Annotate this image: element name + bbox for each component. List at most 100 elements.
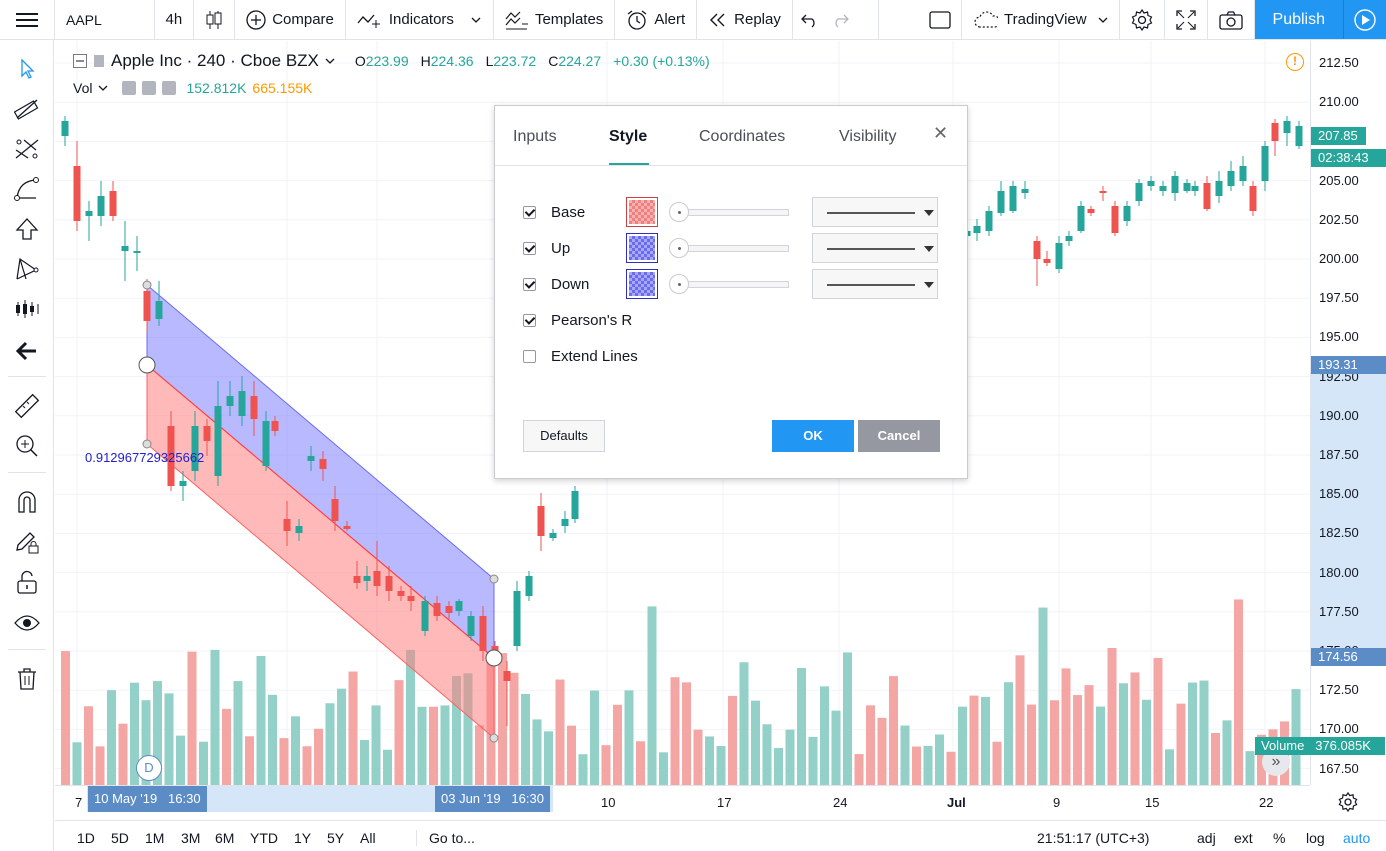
down-line-style-select[interactable]: [812, 269, 938, 299]
zoom-tool[interactable]: [12, 431, 42, 461]
vol-label[interactable]: Vol: [73, 80, 93, 96]
chart-type-button[interactable]: [194, 0, 236, 39]
ext-toggle[interactable]: ext: [1234, 830, 1253, 846]
down-opacity-slider[interactable]: [669, 274, 791, 294]
indicators-button[interactable]: Indicators: [346, 0, 494, 39]
compare-button[interactable]: Compare: [235, 0, 346, 39]
down-color-swatch[interactable]: [626, 269, 658, 299]
auto-toggle[interactable]: auto: [1343, 830, 1371, 846]
range-all[interactable]: All: [360, 830, 376, 846]
cancel-button[interactable]: Cancel: [858, 420, 940, 452]
symbol-title[interactable]: Apple Inc · 240 · Cboe BZX: [111, 51, 319, 70]
back-button[interactable]: [12, 336, 42, 366]
tab-style[interactable]: Style: [609, 128, 648, 145]
volume-bar: [406, 649, 415, 785]
volume-bar: [383, 749, 392, 785]
base-opacity-slider[interactable]: [669, 202, 791, 222]
range-3m[interactable]: 3M: [181, 830, 201, 846]
base-checkbox[interactable]: [523, 205, 536, 219]
range-5y[interactable]: 5Y: [327, 830, 345, 846]
base-color-swatch[interactable]: [626, 197, 658, 227]
shapes-tool[interactable]: [12, 174, 42, 204]
volume-bar: [1038, 607, 1048, 785]
interval-button[interactable]: 4h: [155, 0, 195, 39]
adj-toggle[interactable]: adj: [1197, 830, 1216, 846]
extend-lines-checkbox[interactable]: [523, 349, 536, 363]
percent-toggle[interactable]: %: [1273, 830, 1286, 846]
tab-coordinates[interactable]: Coordinates: [699, 128, 786, 145]
plus-circle-icon: [246, 9, 266, 30]
undo-button[interactable]: [793, 0, 827, 39]
patterns-tool[interactable]: [12, 254, 42, 284]
volume-bar: [1211, 732, 1220, 785]
gear-icon[interactable]: [142, 81, 157, 95]
measure-tool[interactable]: [12, 391, 42, 421]
down-checkbox[interactable]: [523, 277, 536, 291]
defaults-button[interactable]: Defaults: [523, 420, 605, 452]
range-1d[interactable]: 1D: [77, 830, 95, 846]
settings-button[interactable]: [1120, 0, 1165, 39]
volume-bar: [268, 694, 277, 785]
layout-button[interactable]: TradingView: [962, 0, 1120, 39]
templates-button[interactable]: Templates: [494, 0, 616, 39]
volume-bar: [440, 705, 450, 785]
range-5d[interactable]: 5D: [111, 830, 129, 846]
up-opacity-slider[interactable]: [669, 238, 791, 258]
up-checkbox[interactable]: [523, 241, 536, 255]
remove-drawings-tool[interactable]: [12, 664, 42, 694]
ok-button[interactable]: OK: [772, 420, 854, 452]
fullscreen-toggle-button[interactable]: [879, 0, 962, 39]
trend-line-tool[interactable]: [12, 94, 42, 124]
menu-button[interactable]: [0, 0, 55, 39]
fullscreen-button[interactable]: [1165, 0, 1208, 39]
play-button[interactable]: [1343, 0, 1386, 39]
snapshot-button[interactable]: [1208, 0, 1255, 39]
symbol-search[interactable]: AAPL: [55, 0, 155, 39]
lock-drawing-tool[interactable]: [12, 527, 42, 557]
base-line-style-select[interactable]: [812, 197, 938, 227]
eye-icon[interactable]: [122, 81, 137, 95]
close-icon[interactable]: ✕: [933, 123, 949, 143]
candle-body: [503, 671, 511, 681]
chevron-down-icon[interactable]: [98, 83, 108, 93]
arrow-up-icon: [15, 218, 39, 240]
alert-button[interactable]: Alert: [615, 0, 698, 39]
dividend-badge[interactable]: D: [136, 755, 162, 781]
candle-body: [373, 571, 381, 586]
candle-body: [97, 196, 105, 216]
candlestick-chart[interactable]: [55, 41, 1310, 785]
warning-icon[interactable]: !: [1286, 53, 1304, 71]
pearson-checkbox[interactable]: [523, 313, 536, 327]
tab-inputs[interactable]: Inputs: [513, 128, 557, 145]
up-line-style-select[interactable]: [812, 233, 938, 263]
tab-visibility[interactable]: Visibility: [839, 128, 897, 145]
candle-body: [479, 616, 487, 651]
close-icon[interactable]: [162, 81, 177, 95]
goto-button[interactable]: Go to...: [416, 830, 475, 846]
cursor-tool[interactable]: [12, 54, 42, 84]
lock-all-tool[interactable]: [12, 567, 42, 597]
volume-tag: Volume 376.085K: [1255, 737, 1385, 755]
redo-button[interactable]: [827, 0, 879, 39]
clock[interactable]: 21:51:17 (UTC+3): [1037, 830, 1150, 846]
range-6m[interactable]: 6M: [215, 830, 235, 846]
prediction-tool[interactable]: [12, 294, 42, 324]
volume-bar: [659, 752, 668, 785]
magnet-tool[interactable]: [12, 487, 42, 517]
collapse-icon[interactable]: [73, 54, 87, 68]
chevron-down-icon[interactable]: [325, 56, 335, 66]
range-1y[interactable]: 1Y: [294, 830, 312, 846]
hide-drawings-tool[interactable]: [12, 608, 42, 638]
publish-button[interactable]: Publish: [1254, 0, 1343, 39]
annotation-tool[interactable]: [12, 214, 42, 244]
replay-button[interactable]: Replay: [697, 0, 793, 39]
log-toggle[interactable]: log: [1306, 830, 1325, 846]
time-tick-label: 10: [601, 795, 616, 810]
range-1m[interactable]: 1M: [145, 830, 165, 846]
time-axis[interactable]: 22159Jul24171024207 10 May '19 16:30 03 …: [55, 785, 1310, 819]
up-color-swatch[interactable]: [626, 233, 658, 263]
fib-tool[interactable]: [12, 134, 42, 164]
axis-settings-button[interactable]: [1338, 791, 1358, 815]
range-ytd[interactable]: YTD: [250, 830, 278, 846]
chart-pane[interactable]: [55, 41, 1310, 785]
